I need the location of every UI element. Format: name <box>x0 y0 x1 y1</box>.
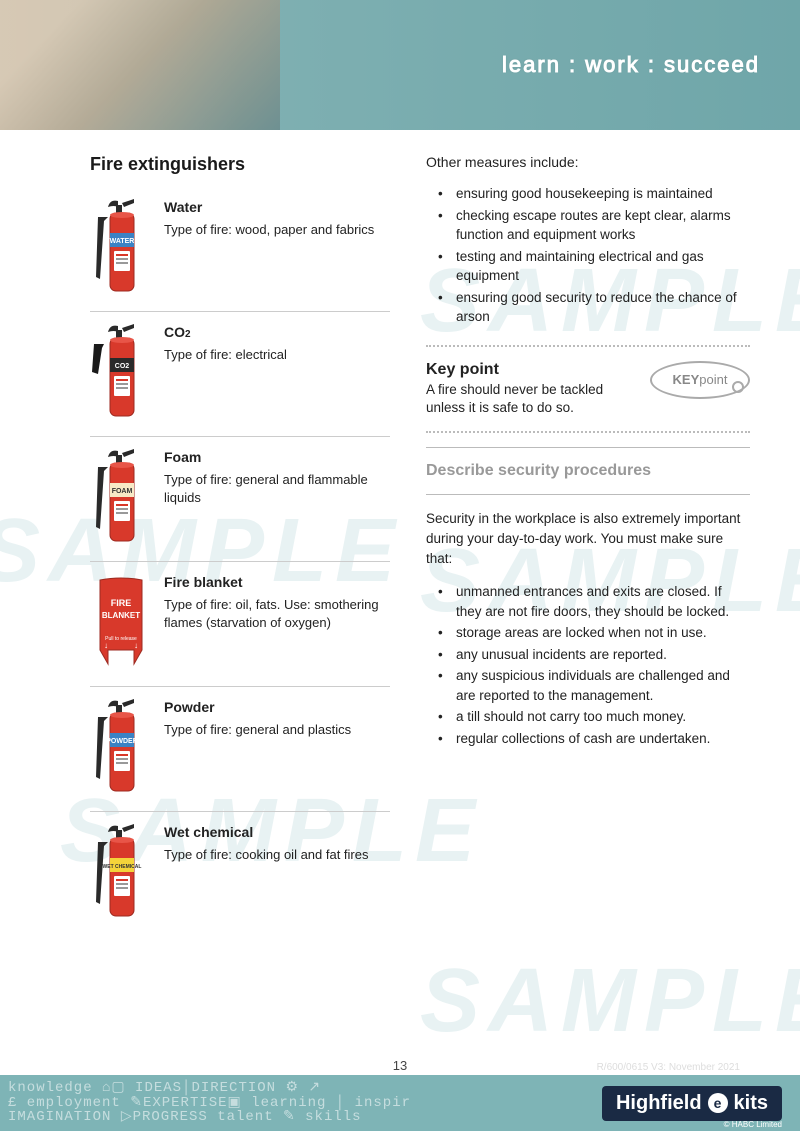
list-item: checking escape routes are kept clear, a… <box>438 206 750 245</box>
separator <box>426 345 750 347</box>
separator <box>426 447 750 448</box>
extinguisher-icon: WATER <box>90 197 152 297</box>
svg-text:CO2: CO2 <box>115 363 130 370</box>
right-column: Other measures include: ensuring good ho… <box>426 154 750 936</box>
footer-meta: R/600/0615 V3: November 2021 <box>597 1062 740 1073</box>
extinguisher-desc: Type of fire: oil, fats. Use: smothering… <box>164 596 390 631</box>
svg-text:↓: ↓ <box>104 641 108 650</box>
extinguisher-row: WATER Water Type of fire: wood, paper an… <box>90 187 390 312</box>
extinguisher-icon: CO2 <box>90 322 152 422</box>
list-item: ensuring good housekeeping is maintained <box>438 184 750 204</box>
keypoint-badge-suffix: point <box>699 372 727 387</box>
extinguisher-row: FIRE BLANKET Pull to release ↓ ↓ Fire bl… <box>90 562 390 687</box>
extinguisher-name: Water <box>164 199 390 215</box>
extinguisher-icon: POWDER <box>90 697 152 797</box>
footer-logo-suffix: kits <box>734 1092 768 1115</box>
footer-logo: Highfield e kits <box>602 1086 782 1121</box>
keypoint-title: Key point <box>426 361 638 379</box>
list-item: testing and maintaining electrical and g… <box>438 247 750 286</box>
page-number: 13 <box>393 1058 407 1073</box>
header-photo <box>0 0 280 130</box>
footer-logo-e-icon: e <box>708 1093 728 1113</box>
list-item: ensuring good security to reduce the cha… <box>438 288 750 327</box>
svg-text:Pull to release: Pull to release <box>105 636 137 642</box>
watermark: SAMPLE <box>420 950 800 1053</box>
svg-text:WET CHEMICAL: WET CHEMICAL <box>103 864 142 870</box>
header-tagline: learn : work : succeed <box>502 52 760 78</box>
list-item: any unusual incidents are reported. <box>438 645 750 665</box>
list-item: unmanned entrances and exits are closed.… <box>438 582 750 621</box>
extinguisher-row: WET CHEMICAL Wet chemical Type of fire: … <box>90 812 390 936</box>
svg-text:FIRE: FIRE <box>111 598 132 608</box>
svg-text:WATER: WATER <box>110 238 135 245</box>
list-item: storage areas are locked when not in use… <box>438 623 750 643</box>
svg-text:↓: ↓ <box>134 641 138 650</box>
extinguisher-desc: Type of fire: wood, paper and fabrics <box>164 221 390 239</box>
svg-text:FOAM: FOAM <box>112 488 133 495</box>
list-item: any suspicious individuals are challenge… <box>438 666 750 705</box>
left-column: Fire extinguishers WATER Water Type of f… <box>90 154 390 936</box>
svg-text:BLANKET: BLANKET <box>102 611 140 620</box>
list-item: regular collections of cash are undertak… <box>438 729 750 749</box>
footer-wordcloud: knowledge ⌂▢ IDEAS│DIRECTION ⚙ ↗ £ emplo… <box>8 1081 411 1125</box>
footer-logo-text: Highfield <box>616 1092 702 1115</box>
page-content: Fire extinguishers WATER Water Type of f… <box>0 130 800 936</box>
keypoint-block: Key point A fire should never be tackled… <box>426 361 750 417</box>
extinguisher-row: POWDER Powder Type of fire: general and … <box>90 687 390 812</box>
extinguisher-row: FOAM Foam Type of fire: general and flam… <box>90 437 390 562</box>
extinguisher-icon: WET CHEMICAL <box>90 822 152 922</box>
extinguisher-desc: Type of fire: cooking oil and fat fires <box>164 846 390 864</box>
header-banner: learn : work : succeed <box>0 0 800 130</box>
extinguisher-desc: Type of fire: general and flammable liqu… <box>164 471 390 506</box>
measures-intro: Other measures include: <box>426 154 750 170</box>
extinguisher-name: Foam <box>164 449 390 465</box>
extinguisher-name: CO2 <box>164 324 390 340</box>
separator <box>426 494 750 495</box>
extinguisher-icon: FIRE BLANKET Pull to release ↓ ↓ <box>90 572 152 672</box>
extinguisher-desc: Type of fire: electrical <box>164 346 390 364</box>
extinguisher-icon: FOAM <box>90 447 152 547</box>
security-title: Describe security procedures <box>426 462 750 480</box>
extinguisher-name: Wet chemical <box>164 824 390 840</box>
measures-list: ensuring good housekeeping is maintained… <box>426 184 750 327</box>
footer-banner: knowledge ⌂▢ IDEAS│DIRECTION ⚙ ↗ £ emplo… <box>0 1075 800 1131</box>
separator <box>426 431 750 433</box>
extinguishers-title: Fire extinguishers <box>90 154 390 175</box>
security-intro: Security in the workplace is also extrem… <box>426 509 750 568</box>
keypoint-badge-prefix: KEY <box>673 372 700 387</box>
extinguisher-name: Fire blanket <box>164 574 390 590</box>
extinguisher-name: Powder <box>164 699 390 715</box>
list-item: a till should not carry too much money. <box>438 707 750 727</box>
footer-copyright: © HABC Limited <box>724 1120 782 1129</box>
security-list: unmanned entrances and exits are closed.… <box>426 582 750 749</box>
keypoint-body: A fire should never be tackled unless it… <box>426 381 638 417</box>
extinguisher-row: CO2 CO2 Type of fire: electrical <box>90 312 390 437</box>
keypoint-badge-icon: KEYpoint <box>650 361 750 399</box>
extinguisher-desc: Type of fire: general and plastics <box>164 721 390 739</box>
svg-text:POWDER: POWDER <box>106 738 138 745</box>
